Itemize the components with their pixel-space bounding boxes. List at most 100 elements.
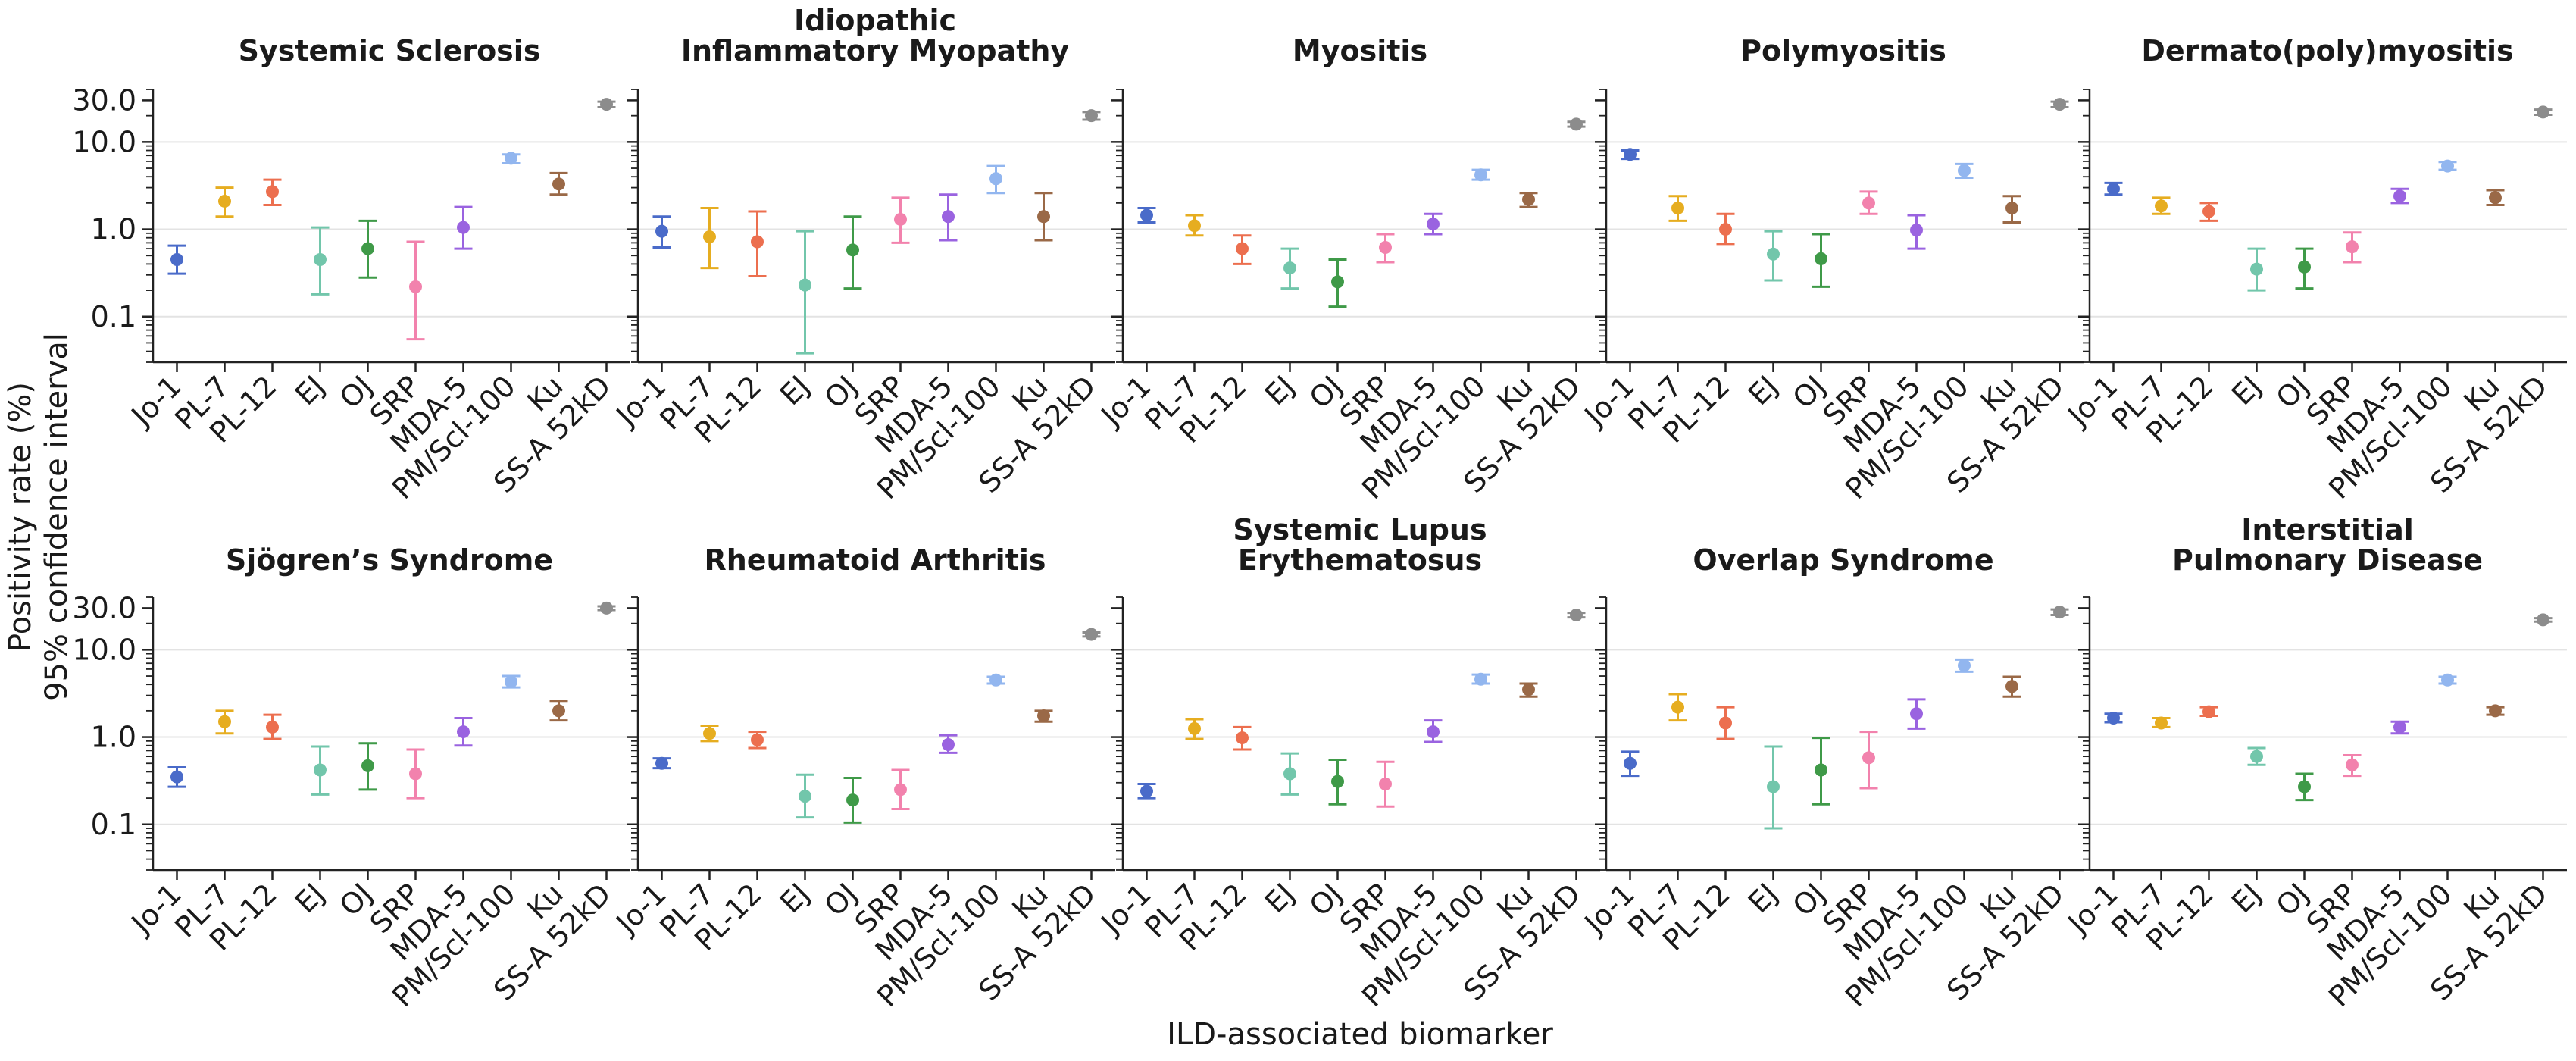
data-point — [552, 177, 565, 191]
data-point — [1037, 210, 1050, 224]
data-point — [218, 715, 231, 728]
data-point — [2489, 191, 2502, 205]
data-point — [703, 230, 716, 243]
data-point — [2298, 260, 2311, 274]
data-point — [1767, 247, 1780, 261]
data-point — [2346, 758, 2359, 771]
minor-ticks — [1116, 89, 1123, 363]
data-point — [1427, 725, 1440, 739]
y-tick-label: 1.0 — [91, 213, 136, 246]
data-point — [2537, 105, 2549, 119]
data-point — [1719, 223, 1732, 236]
data-point — [505, 675, 517, 689]
data-point — [1037, 709, 1050, 723]
data-point — [1085, 109, 1098, 123]
data-point — [799, 278, 811, 292]
panel-title-line: Overlap Syndrome — [1693, 543, 1993, 577]
data-point — [170, 253, 183, 267]
data-point — [1331, 775, 1344, 788]
data-point — [2155, 716, 2168, 730]
data-point — [942, 737, 955, 751]
data-point — [1910, 707, 1923, 721]
data-point — [1085, 628, 1098, 641]
panel-title-line: Idiopathic — [794, 4, 956, 37]
error-bar — [796, 230, 814, 355]
data-point — [2537, 613, 2549, 627]
data-point — [1379, 777, 1392, 790]
data-point — [2393, 720, 2406, 734]
data-point — [2202, 705, 2215, 718]
data-point — [2107, 712, 2120, 725]
minor-ticks — [1599, 89, 1606, 363]
data-point — [1236, 731, 1249, 745]
y-axis-label-line1: Positivity rate (%) — [3, 382, 38, 652]
data-point — [457, 725, 470, 739]
data-point — [266, 720, 279, 734]
panel-title-line: Myositis — [1293, 34, 1427, 67]
panel-title-line: Systemic Sclerosis — [239, 34, 541, 67]
data-point — [1188, 219, 1201, 233]
x-tick-label: EJ — [1742, 877, 1784, 919]
data-point — [1862, 751, 1875, 765]
x-tick-label: EJ — [289, 877, 331, 919]
panel-title-line: Polymyositis — [1740, 34, 1946, 67]
data-point — [1331, 275, 1344, 289]
panel-title-line: Erythematosus — [1238, 543, 1482, 577]
minor-ticks — [2083, 596, 2090, 871]
data-point — [655, 224, 668, 238]
data-point — [2107, 182, 2120, 196]
x-tick-label: EJ — [774, 369, 816, 412]
data-point — [2053, 606, 2066, 619]
panel-title: Polymyositis — [1740, 34, 1946, 67]
data-point — [1767, 780, 1780, 793]
panel-title-line: Interstitial — [2241, 513, 2414, 546]
data-point — [1283, 261, 1296, 275]
data-point — [505, 152, 517, 165]
minor-ticks — [146, 89, 153, 363]
data-point — [894, 212, 907, 226]
data-point — [1140, 784, 1153, 798]
data-point — [1624, 148, 1637, 161]
data-point — [600, 601, 613, 615]
data-point — [1379, 240, 1392, 254]
data-point — [1671, 202, 1684, 215]
data-point — [1474, 672, 1487, 686]
data-point — [1570, 117, 1583, 131]
data-point — [2053, 98, 2066, 111]
panel-title-line: Dermato(poly)myositis — [2141, 34, 2513, 67]
panel-title-line: Pulmonary Disease — [2172, 543, 2483, 577]
data-point — [1427, 218, 1440, 231]
y-tick-label: 1.0 — [91, 721, 136, 754]
data-point — [1815, 252, 1827, 265]
panel-title: Rheumatoid Arthritis — [704, 543, 1046, 577]
panel-title-line: Inflammatory Myopathy — [681, 34, 1070, 67]
y-tick-label: 30.0 — [72, 591, 136, 624]
minor-ticks — [1599, 596, 1606, 871]
y-tick-label: 10.0 — [72, 125, 136, 158]
panel-title-line: Systemic Lupus — [1233, 513, 1487, 546]
minor-ticks — [631, 89, 638, 363]
data-point — [1910, 224, 1923, 237]
data-point — [1671, 700, 1684, 714]
x-tick-label: EJ — [774, 877, 816, 919]
data-point — [409, 280, 422, 293]
data-point — [989, 172, 1002, 186]
y-tick-label: 0.1 — [91, 808, 136, 841]
data-point — [751, 235, 764, 249]
panel-title: Systemic Sclerosis — [239, 34, 541, 67]
panel-title: Dermato(poly)myositis — [2141, 34, 2513, 67]
panel-title: Myositis — [1293, 34, 1427, 67]
data-point — [751, 733, 764, 746]
data-point — [1522, 192, 1535, 206]
data-point — [1570, 609, 1583, 622]
y-tick-label: 0.1 — [91, 300, 136, 333]
data-point — [1862, 196, 1875, 210]
data-point — [1188, 721, 1201, 735]
y-tick-label: 10.0 — [72, 633, 136, 666]
data-point — [314, 253, 327, 267]
